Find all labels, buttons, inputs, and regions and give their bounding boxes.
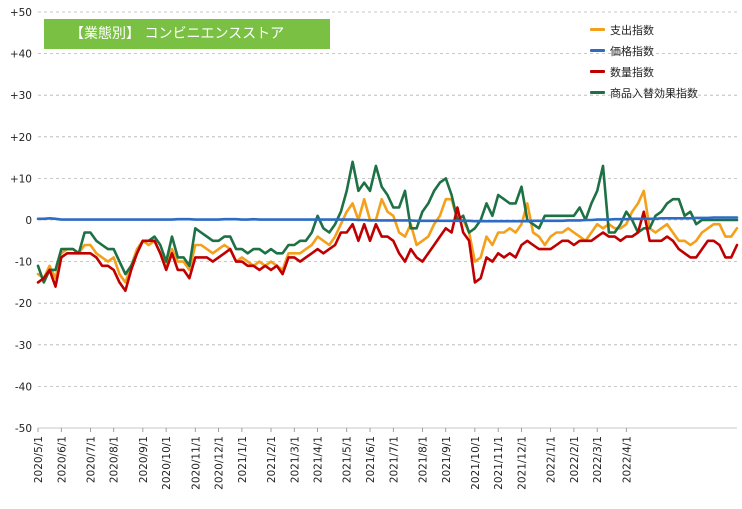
x-tick-label: 2022/1/1 (546, 436, 558, 483)
x-tick-label: 2020/9/1 (138, 436, 150, 483)
legend: 支出指数 価格指数 数量指数 商品入替効果指数 (590, 19, 738, 103)
y-tick-label: -50 (15, 423, 32, 435)
legend-item-price: 価格指数 (590, 40, 738, 61)
y-tick-label: +40 (10, 49, 32, 61)
x-tick-label: 2021/8/1 (417, 436, 429, 483)
y-axis-tick-labels: +50 +40 +30 +20 +10 0 -10 -20 -30 -40 -50 (10, 7, 32, 435)
x-tick-label: 2020/8/1 (109, 436, 121, 483)
y-tick-label: +10 (10, 173, 32, 185)
legend-swatch-quantity (590, 70, 605, 73)
x-tick-label: 2022/4/1 (621, 436, 633, 483)
x-tick-label: 2021/4/1 (313, 436, 325, 483)
series-line-3 (36, 160, 739, 284)
series-line-2 (36, 206, 739, 293)
x-tick-label: 2021/3/1 (289, 436, 301, 483)
series-lines (36, 160, 739, 293)
x-tick-label: 2021/6/1 (365, 436, 377, 483)
y-tick-label: +20 (10, 132, 32, 144)
x-tick-label: 2021/10/1 (470, 436, 482, 490)
legend-swatch-product-replacement (590, 91, 605, 94)
y-tick-label: +30 (10, 90, 32, 102)
x-tick-label: 2020/7/1 (85, 436, 97, 483)
x-tick-label: 2022/3/1 (592, 436, 604, 483)
x-tick-label: 2020/5/1 (33, 436, 45, 483)
x-tick-label: 2021/2/1 (266, 436, 278, 483)
legend-swatch-spending (590, 28, 605, 31)
legend-item-spending: 支出指数 (590, 19, 738, 40)
y-tick-label: -40 (15, 381, 32, 393)
x-tick-label: 2020/11/1 (190, 436, 202, 490)
legend-label-quantity: 数量指数 (610, 65, 654, 79)
legend-swatch-price (590, 49, 605, 52)
x-tick-label: 2021/1/1 (237, 436, 249, 483)
legend-item-product-replacement: 商品入替効果指数 (590, 82, 738, 103)
x-tick-label: 2021/5/1 (342, 436, 354, 483)
x-tick-label: 2020/10/1 (161, 436, 173, 490)
y-tick-label: -10 (15, 257, 32, 269)
y-tick-label: -30 (15, 340, 32, 352)
legend-label-spending: 支出指数 (610, 23, 654, 37)
legend-item-quantity: 数量指数 (590, 61, 738, 82)
y-tick-label: +50 (10, 7, 32, 19)
legend-label-product-replacement: 商品入替効果指数 (610, 86, 698, 100)
x-axis-tick-labels: 2020/5/1 2020/6/1 2020/7/1 2020/8/1 2020/9/1… (33, 428, 633, 490)
series-line-1 (36, 216, 739, 223)
y-tick-label: -20 (15, 298, 32, 310)
legend-label-price: 価格指数 (610, 44, 654, 58)
chart-title: 【業態別】 コンビニエンスストア (44, 19, 330, 49)
x-tick-label: 2020/12/1 (214, 436, 226, 490)
y-tick-label: 0 (25, 215, 32, 227)
x-tick-label: 2021/12/1 (516, 436, 528, 490)
x-tick-label: 2021/7/1 (388, 436, 400, 483)
x-tick-label: 2022/2/1 (569, 436, 581, 483)
x-tick-label: 2020/6/1 (56, 436, 68, 483)
x-tick-label: 2021/9/1 (441, 436, 453, 483)
x-tick-label: 2021/11/1 (493, 436, 505, 490)
